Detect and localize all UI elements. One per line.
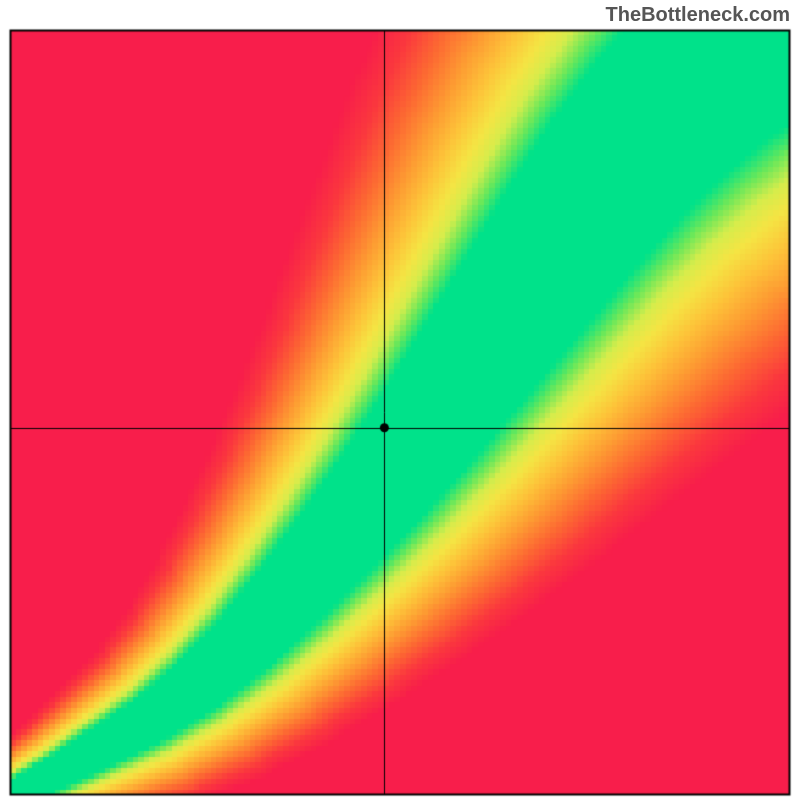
watermark-text: TheBottleneck.com [606, 4, 790, 27]
bottleneck-heatmap [0, 0, 800, 800]
chart-container: TheBottleneck.com [0, 0, 800, 800]
